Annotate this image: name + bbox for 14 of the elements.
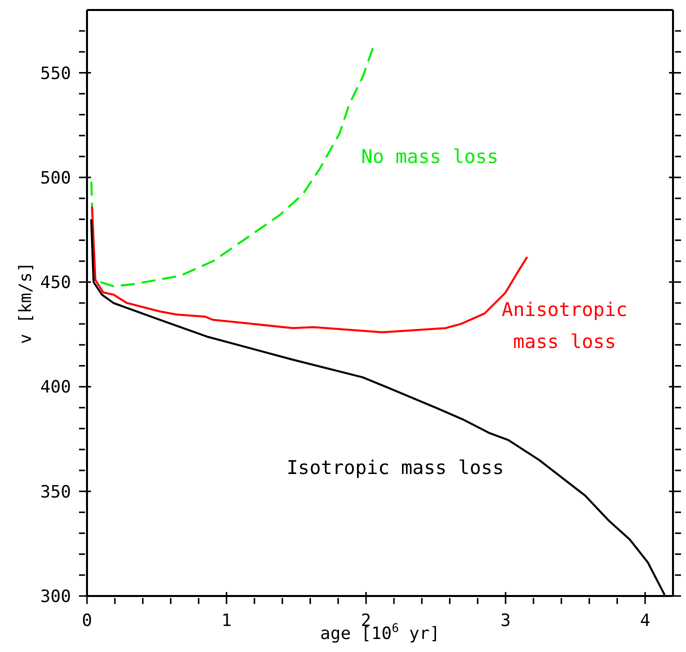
x-tick-label: 0 [82,611,92,631]
x-tick-label: 3 [500,611,511,631]
y-tick-label: 500 [40,168,71,188]
y-tick-label: 300 [40,587,71,607]
y-tick-label: 450 [40,273,71,294]
y-axis-title: v [km/s] [16,262,36,344]
x-tick-label: 1 [221,611,232,631]
y-tick-label: 550 [40,64,71,84]
series-label: Anisotropic mass loss [502,298,628,355]
series-label: Isotropic mass loss [286,456,504,481]
x-tick-label: 4 [640,611,650,631]
y-tick-label: 400 [40,378,71,398]
y-tick-label: 350 [40,482,71,502]
series-label: No mass loss [361,144,498,170]
